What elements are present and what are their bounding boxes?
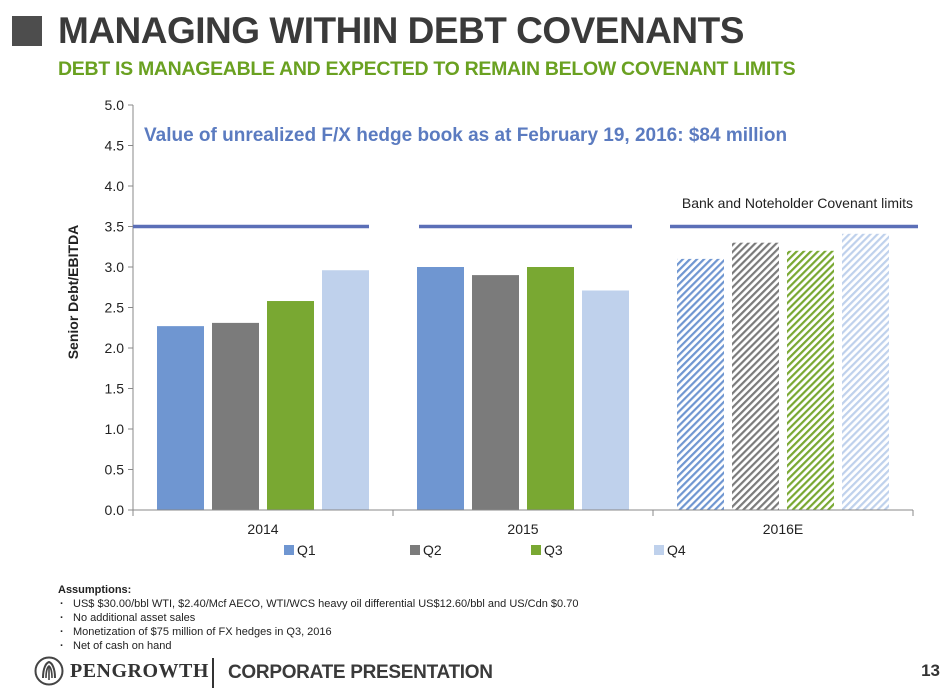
company-name: PENGROWTH xyxy=(70,659,209,682)
assumption-item: US$ $30.00/bbl WTI, $2.40/Mcf AECO, WTI/… xyxy=(58,597,578,611)
y-tick-label: 3.5 xyxy=(105,219,125,235)
bar-q4-2016e xyxy=(842,233,889,511)
y-tick-label: 1.0 xyxy=(105,421,125,437)
bar-q4-2014 xyxy=(322,270,369,510)
y-tick-label: 0.5 xyxy=(105,462,125,478)
y-tick-label: 1.5 xyxy=(105,381,125,397)
bar-q3-2016e xyxy=(787,250,834,511)
company-logo: PENGROWTH xyxy=(34,656,209,686)
page-title: MANAGING WITHIN DEBT COVENANTS xyxy=(58,10,744,51)
legend-swatch-q2 xyxy=(410,545,420,555)
bar-q2-2014 xyxy=(212,322,259,510)
assumption-item: Monetization of $75 million of FX hedges… xyxy=(58,625,578,639)
y-tick-label: 2.5 xyxy=(105,300,125,316)
legend-label-q2: Q2 xyxy=(423,542,442,558)
bar-q1-2016e xyxy=(677,258,724,510)
y-axis-label: Senior Debt/EBITDA xyxy=(65,225,81,360)
bar-q2-2015 xyxy=(472,275,519,510)
page-subtitle: DEBT IS MANAGEABLE AND EXPECTED TO REMAI… xyxy=(58,58,796,80)
bar-q2-2016e xyxy=(732,242,779,510)
y-tick-label: 2.0 xyxy=(105,340,125,356)
legend-label-q1: Q1 xyxy=(297,542,316,558)
x-tick-label: 2015 xyxy=(507,521,538,537)
debt-ebitda-chart: 0.00.51.01.52.02.53.03.54.04.55.0 2014 20… xyxy=(65,97,918,558)
footer-divider xyxy=(212,658,214,688)
y-tick-label: 4.0 xyxy=(105,178,125,194)
x-tick-label: 2014 xyxy=(247,521,278,537)
y-axis: 0.0 0.5 1.0 1.5 2.0 2.5 3.0 3.5 4.0 4.5 5.0 xyxy=(105,97,134,518)
page-number: 13 xyxy=(921,661,940,680)
legend-swatch-q4 xyxy=(654,545,664,555)
pengrowth-logo-icon xyxy=(34,656,64,686)
legend-swatch-q3 xyxy=(531,545,541,555)
bar-q3-2014 xyxy=(267,301,314,510)
assumption-item: No additional asset sales xyxy=(58,611,578,625)
assumptions: Assumptions: US$ $30.00/bbl WTI, $2.40/M… xyxy=(58,583,578,653)
y-tick-label: 0.0 xyxy=(105,502,125,518)
title-square xyxy=(12,16,42,46)
legend-label-q4: Q4 xyxy=(667,542,686,558)
y-tick-label: 5.0 xyxy=(105,97,125,113)
footer-section: CORPORATE PRESENTATION xyxy=(228,662,493,683)
assumption-item: Net of cash on hand xyxy=(58,639,578,653)
legend-label-q3: Q3 xyxy=(544,542,563,558)
covenant-label: Bank and Noteholder Covenant limits xyxy=(682,195,913,211)
y-tick-label: 3.0 xyxy=(105,259,125,275)
y-tick-label: 4.5 xyxy=(105,138,125,154)
x-axis: 2014 2015 2016E xyxy=(132,509,914,537)
bar-q3-2015 xyxy=(527,267,574,510)
legend-swatch-q1 xyxy=(284,545,294,555)
assumptions-heading: Assumptions: xyxy=(58,584,132,596)
legend: Q1 Q2 Q3 Q4 xyxy=(284,542,686,558)
hedge-annotation: Value of unrealized F/X hedge book as at… xyxy=(144,125,787,146)
bar-q1-2015 xyxy=(417,267,464,510)
bar-q4-2015 xyxy=(582,290,629,510)
x-tick-label: 2016E xyxy=(763,521,803,537)
bar-q1-2014 xyxy=(157,326,204,510)
bars xyxy=(157,233,889,511)
